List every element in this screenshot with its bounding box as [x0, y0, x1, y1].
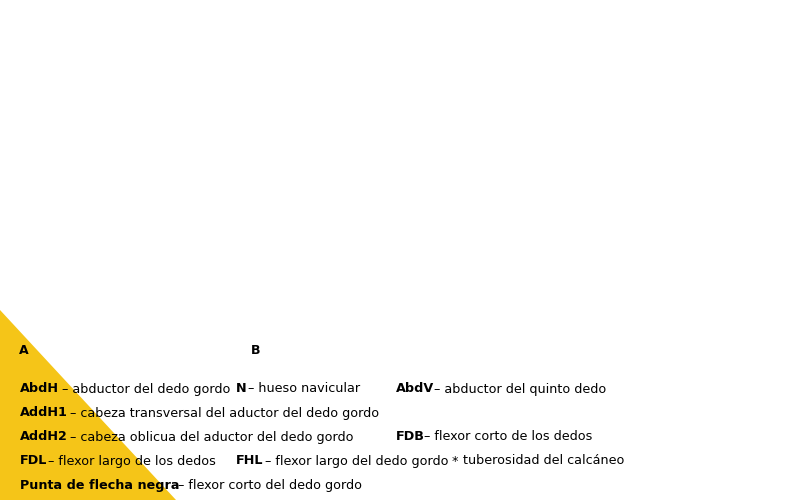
Text: A: A	[19, 344, 29, 357]
Text: N: N	[236, 382, 246, 396]
Text: – abductor del dedo gordo: – abductor del dedo gordo	[58, 382, 230, 396]
Text: Punta de flecha negra: Punta de flecha negra	[20, 478, 179, 492]
Text: – flexor largo del dedo gordo: – flexor largo del dedo gordo	[261, 454, 448, 468]
Text: – flexor corto del dedo gordo: – flexor corto del dedo gordo	[174, 478, 362, 492]
Text: – flexor largo de los dedos: – flexor largo de los dedos	[44, 454, 216, 468]
Text: – cabeza oblicua del aductor del dedo gordo: – cabeza oblicua del aductor del dedo go…	[66, 430, 353, 444]
Text: B: B	[251, 344, 261, 357]
Text: – flexor corto de los dedos: – flexor corto de los dedos	[420, 430, 592, 444]
Text: FHL: FHL	[236, 454, 263, 468]
Text: FDL: FDL	[20, 454, 47, 468]
Text: FDB: FDB	[396, 430, 425, 444]
Text: – hueso navicular: – hueso navicular	[244, 382, 360, 396]
Text: D: D	[488, 348, 498, 362]
Text: *: *	[452, 454, 458, 468]
Polygon shape	[0, 310, 176, 500]
Text: – abductor del quinto dedo: – abductor del quinto dedo	[430, 382, 606, 396]
Text: – cabeza transversal del aductor del dedo gordo: – cabeza transversal del aductor del ded…	[66, 406, 378, 420]
Text: AddH1: AddH1	[20, 406, 68, 420]
Text: C: C	[488, 216, 498, 228]
Text: AddH2: AddH2	[20, 430, 68, 444]
Text: AbdH: AbdH	[20, 382, 59, 396]
Text: tuberosidad del calcáneo: tuberosidad del calcáneo	[459, 454, 625, 468]
Text: AbdV: AbdV	[396, 382, 434, 396]
